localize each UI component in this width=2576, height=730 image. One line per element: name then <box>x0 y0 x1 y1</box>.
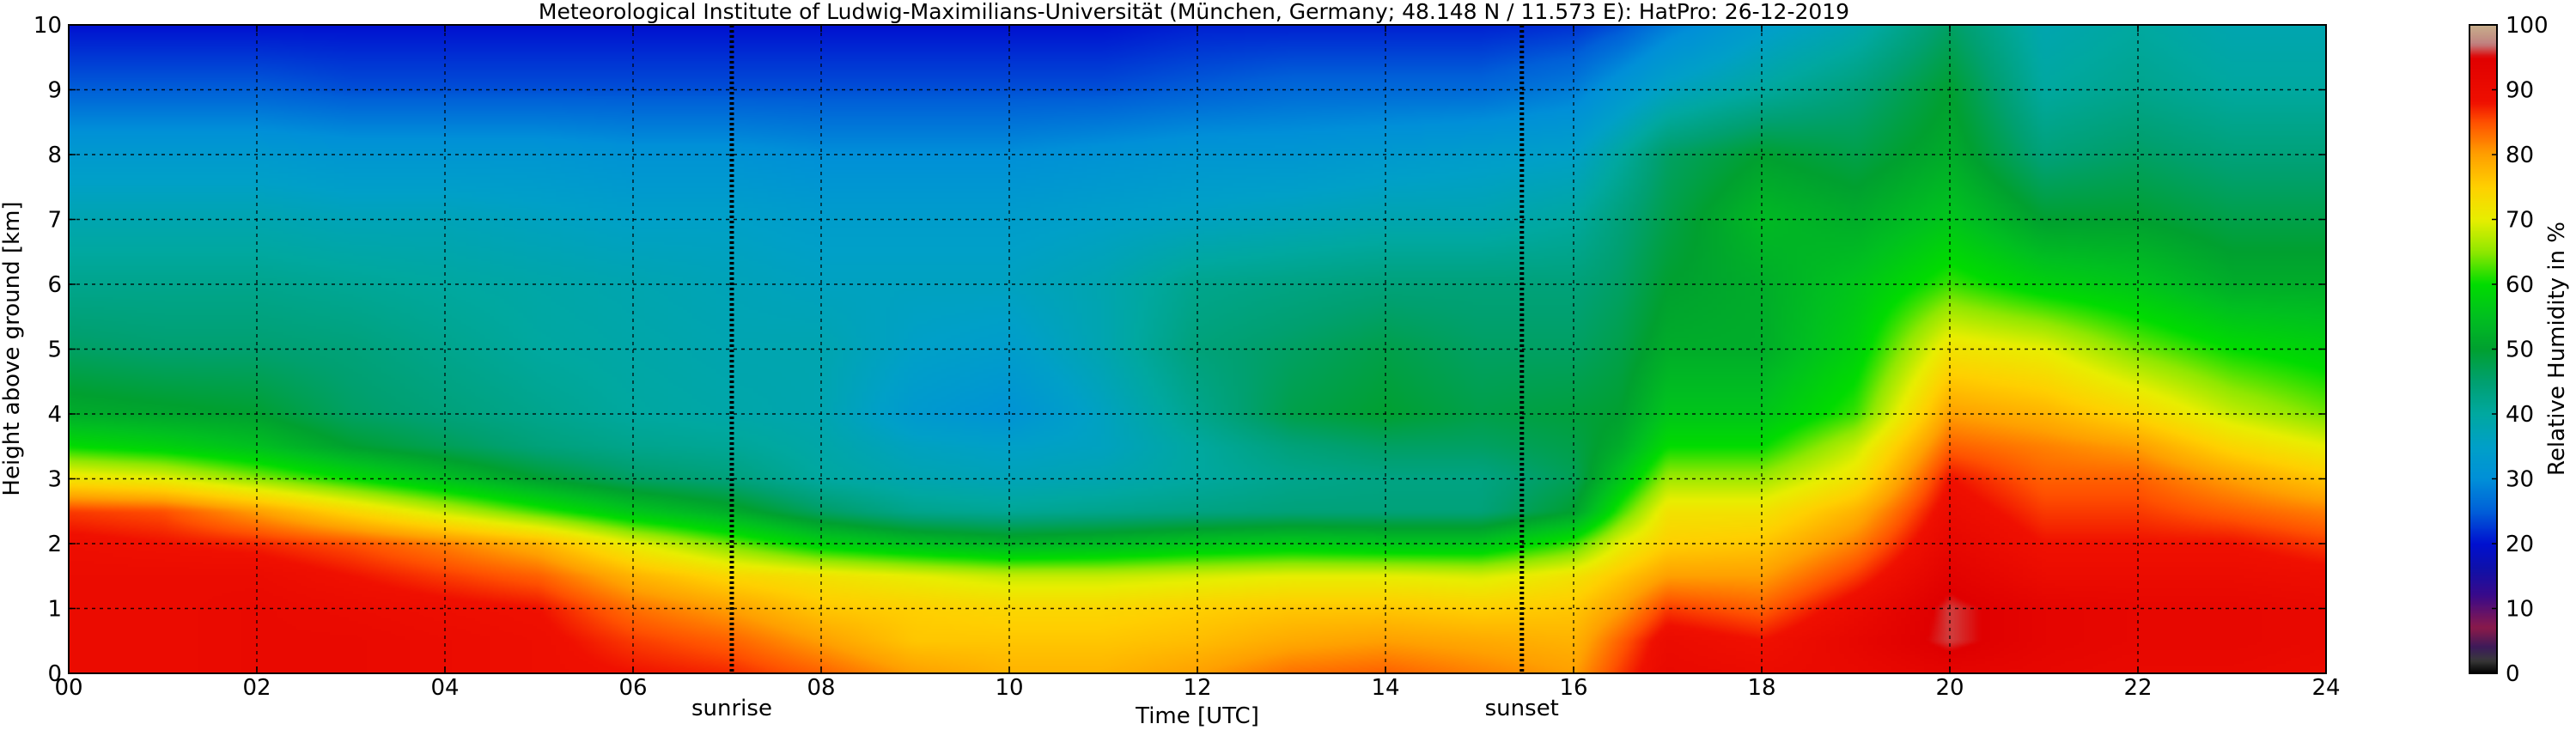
colorbar: 0 10 20 30 40 50 60 70 80 90 100 <box>2469 13 2549 687</box>
colorbar-tick-label: 90 <box>2506 78 2534 104</box>
colorbar-tick-label: 100 <box>2506 13 2549 39</box>
colorbar-tick-label: 30 <box>2506 467 2534 493</box>
x-tick-label: 00 <box>54 675 82 701</box>
y-tick-label: 8 <box>47 143 62 168</box>
colorbar-tick-label: 10 <box>2506 597 2534 623</box>
y-tick-label: 1 <box>47 597 62 623</box>
chart-title: Meteorological Institute of Ludwig-Maxim… <box>539 0 1849 24</box>
grid-lines <box>69 25 2326 673</box>
y-tick-label: 3 <box>47 467 62 493</box>
colorbar-tick-label: 0 <box>2506 661 2520 687</box>
x-tick-label: 16 <box>1559 675 1587 701</box>
x-axis-label: Time [UTC] <box>1135 703 1259 729</box>
x-tick-label: 20 <box>1935 675 1964 701</box>
plot-area <box>68 24 2327 674</box>
y-tick-label: 7 <box>47 208 62 234</box>
sunrise-label: sunrise <box>691 696 772 721</box>
y-tick-label: 6 <box>47 272 62 298</box>
y-axis-ticks: 0 1 2 3 4 5 6 7 8 9 10 <box>33 13 2326 687</box>
colorbar-label: Relative Humidity in % <box>2544 222 2570 476</box>
colorbar-tick-label: 40 <box>2506 402 2534 428</box>
y-tick-label: 4 <box>47 402 62 428</box>
x-tick-label: 12 <box>1183 675 1211 701</box>
x-tick-label: 14 <box>1371 675 1399 701</box>
x-tick-label: 24 <box>2311 675 2340 701</box>
x-tick-label: 04 <box>430 675 459 701</box>
colorbar-tick-label: 70 <box>2506 208 2534 234</box>
y-axis-label: Height above ground [km] <box>0 201 25 496</box>
x-tick-label: 02 <box>242 675 271 701</box>
colorbar-tick-label: 20 <box>2506 532 2534 557</box>
x-axis-ticks: 00 02 04 06 08 10 12 14 16 18 20 22 24 <box>54 25 2341 701</box>
y-tick-label: 9 <box>47 78 62 104</box>
colorbar-tick-label: 60 <box>2506 272 2534 298</box>
colorbar-ticks: 0 10 20 30 40 50 60 70 80 90 100 <box>2492 13 2549 687</box>
y-tick-label: 10 <box>33 13 62 39</box>
x-tick-label: 22 <box>2123 675 2152 701</box>
colorbar-tick-label: 50 <box>2506 338 2534 363</box>
x-tick-label: 08 <box>807 675 835 701</box>
sunset-label: sunset <box>1485 696 1559 721</box>
colorbar-tick-label: 80 <box>2506 143 2534 168</box>
y-tick-label: 5 <box>47 338 62 363</box>
y-tick-label: 2 <box>47 532 62 557</box>
y-tick-label: 0 <box>47 661 62 687</box>
sun-marker-labels: sunrise sunset <box>691 696 1559 721</box>
x-tick-label: 10 <box>995 675 1023 701</box>
x-tick-label: 18 <box>1747 675 1775 701</box>
x-tick-label: 06 <box>618 675 647 701</box>
